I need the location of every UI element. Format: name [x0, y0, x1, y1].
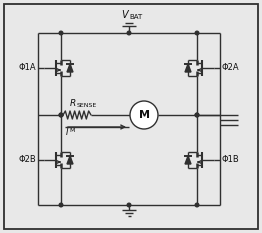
- Circle shape: [127, 203, 131, 207]
- Circle shape: [59, 113, 63, 117]
- Circle shape: [195, 113, 199, 117]
- Text: M: M: [139, 110, 150, 120]
- Text: Φ1A: Φ1A: [18, 64, 36, 72]
- Text: M: M: [69, 128, 74, 133]
- Circle shape: [195, 113, 199, 117]
- Text: Φ2A: Φ2A: [222, 64, 240, 72]
- Circle shape: [59, 31, 63, 35]
- Polygon shape: [185, 156, 191, 164]
- Circle shape: [195, 31, 199, 35]
- Text: V: V: [121, 10, 128, 20]
- Circle shape: [127, 31, 131, 35]
- Polygon shape: [67, 156, 73, 164]
- Polygon shape: [185, 64, 191, 72]
- Text: Φ2B: Φ2B: [18, 155, 36, 164]
- Circle shape: [59, 113, 63, 117]
- Text: BAT: BAT: [129, 14, 142, 20]
- Polygon shape: [67, 64, 73, 72]
- Circle shape: [59, 203, 63, 207]
- Circle shape: [130, 101, 158, 129]
- Circle shape: [195, 203, 199, 207]
- Text: R: R: [70, 99, 76, 108]
- Text: Φ1B: Φ1B: [222, 155, 240, 164]
- Text: I: I: [66, 128, 68, 137]
- Text: SENSE: SENSE: [77, 103, 97, 108]
